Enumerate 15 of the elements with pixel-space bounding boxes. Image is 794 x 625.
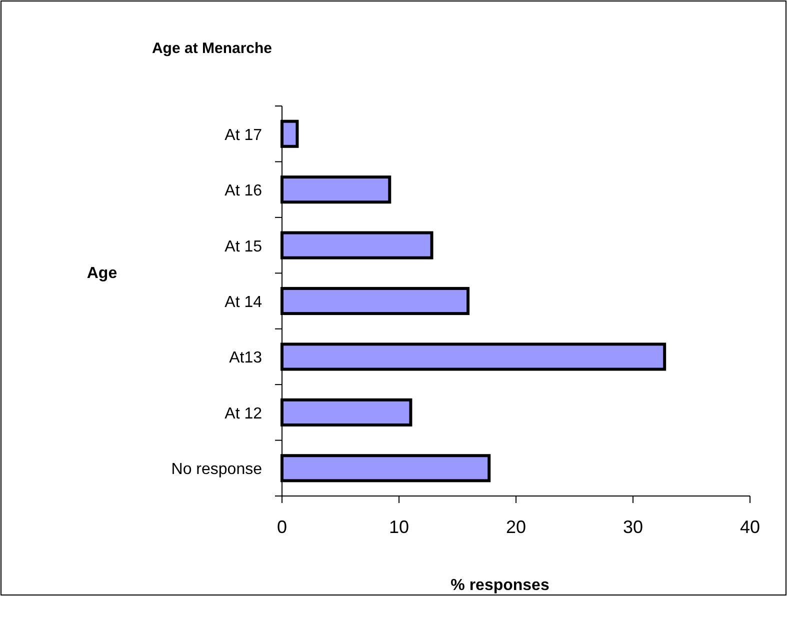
x-tick-label: 20 bbox=[506, 517, 526, 537]
y-tick-label: No response bbox=[171, 461, 262, 478]
y-tick-label: At 12 bbox=[224, 405, 262, 422]
y-axis-title: Age bbox=[86, 265, 118, 282]
x-tick-label: 40 bbox=[740, 517, 760, 537]
y-tick-label: At 17 bbox=[224, 126, 262, 144]
y-tick-label: At 15 bbox=[224, 238, 262, 256]
x-tick-label: 30 bbox=[622, 517, 644, 537]
y-tick-label: At13 bbox=[229, 350, 262, 367]
y-tick-label: At 14 bbox=[224, 294, 262, 311]
chart-title: Age at Menarche bbox=[152, 40, 272, 57]
x-tick-label: 10 bbox=[388, 517, 410, 537]
y-tick-label: At 16 bbox=[224, 182, 262, 200]
x-tick-label: 0 bbox=[276, 517, 288, 537]
x-axis-title: % responses bbox=[450, 577, 550, 594]
